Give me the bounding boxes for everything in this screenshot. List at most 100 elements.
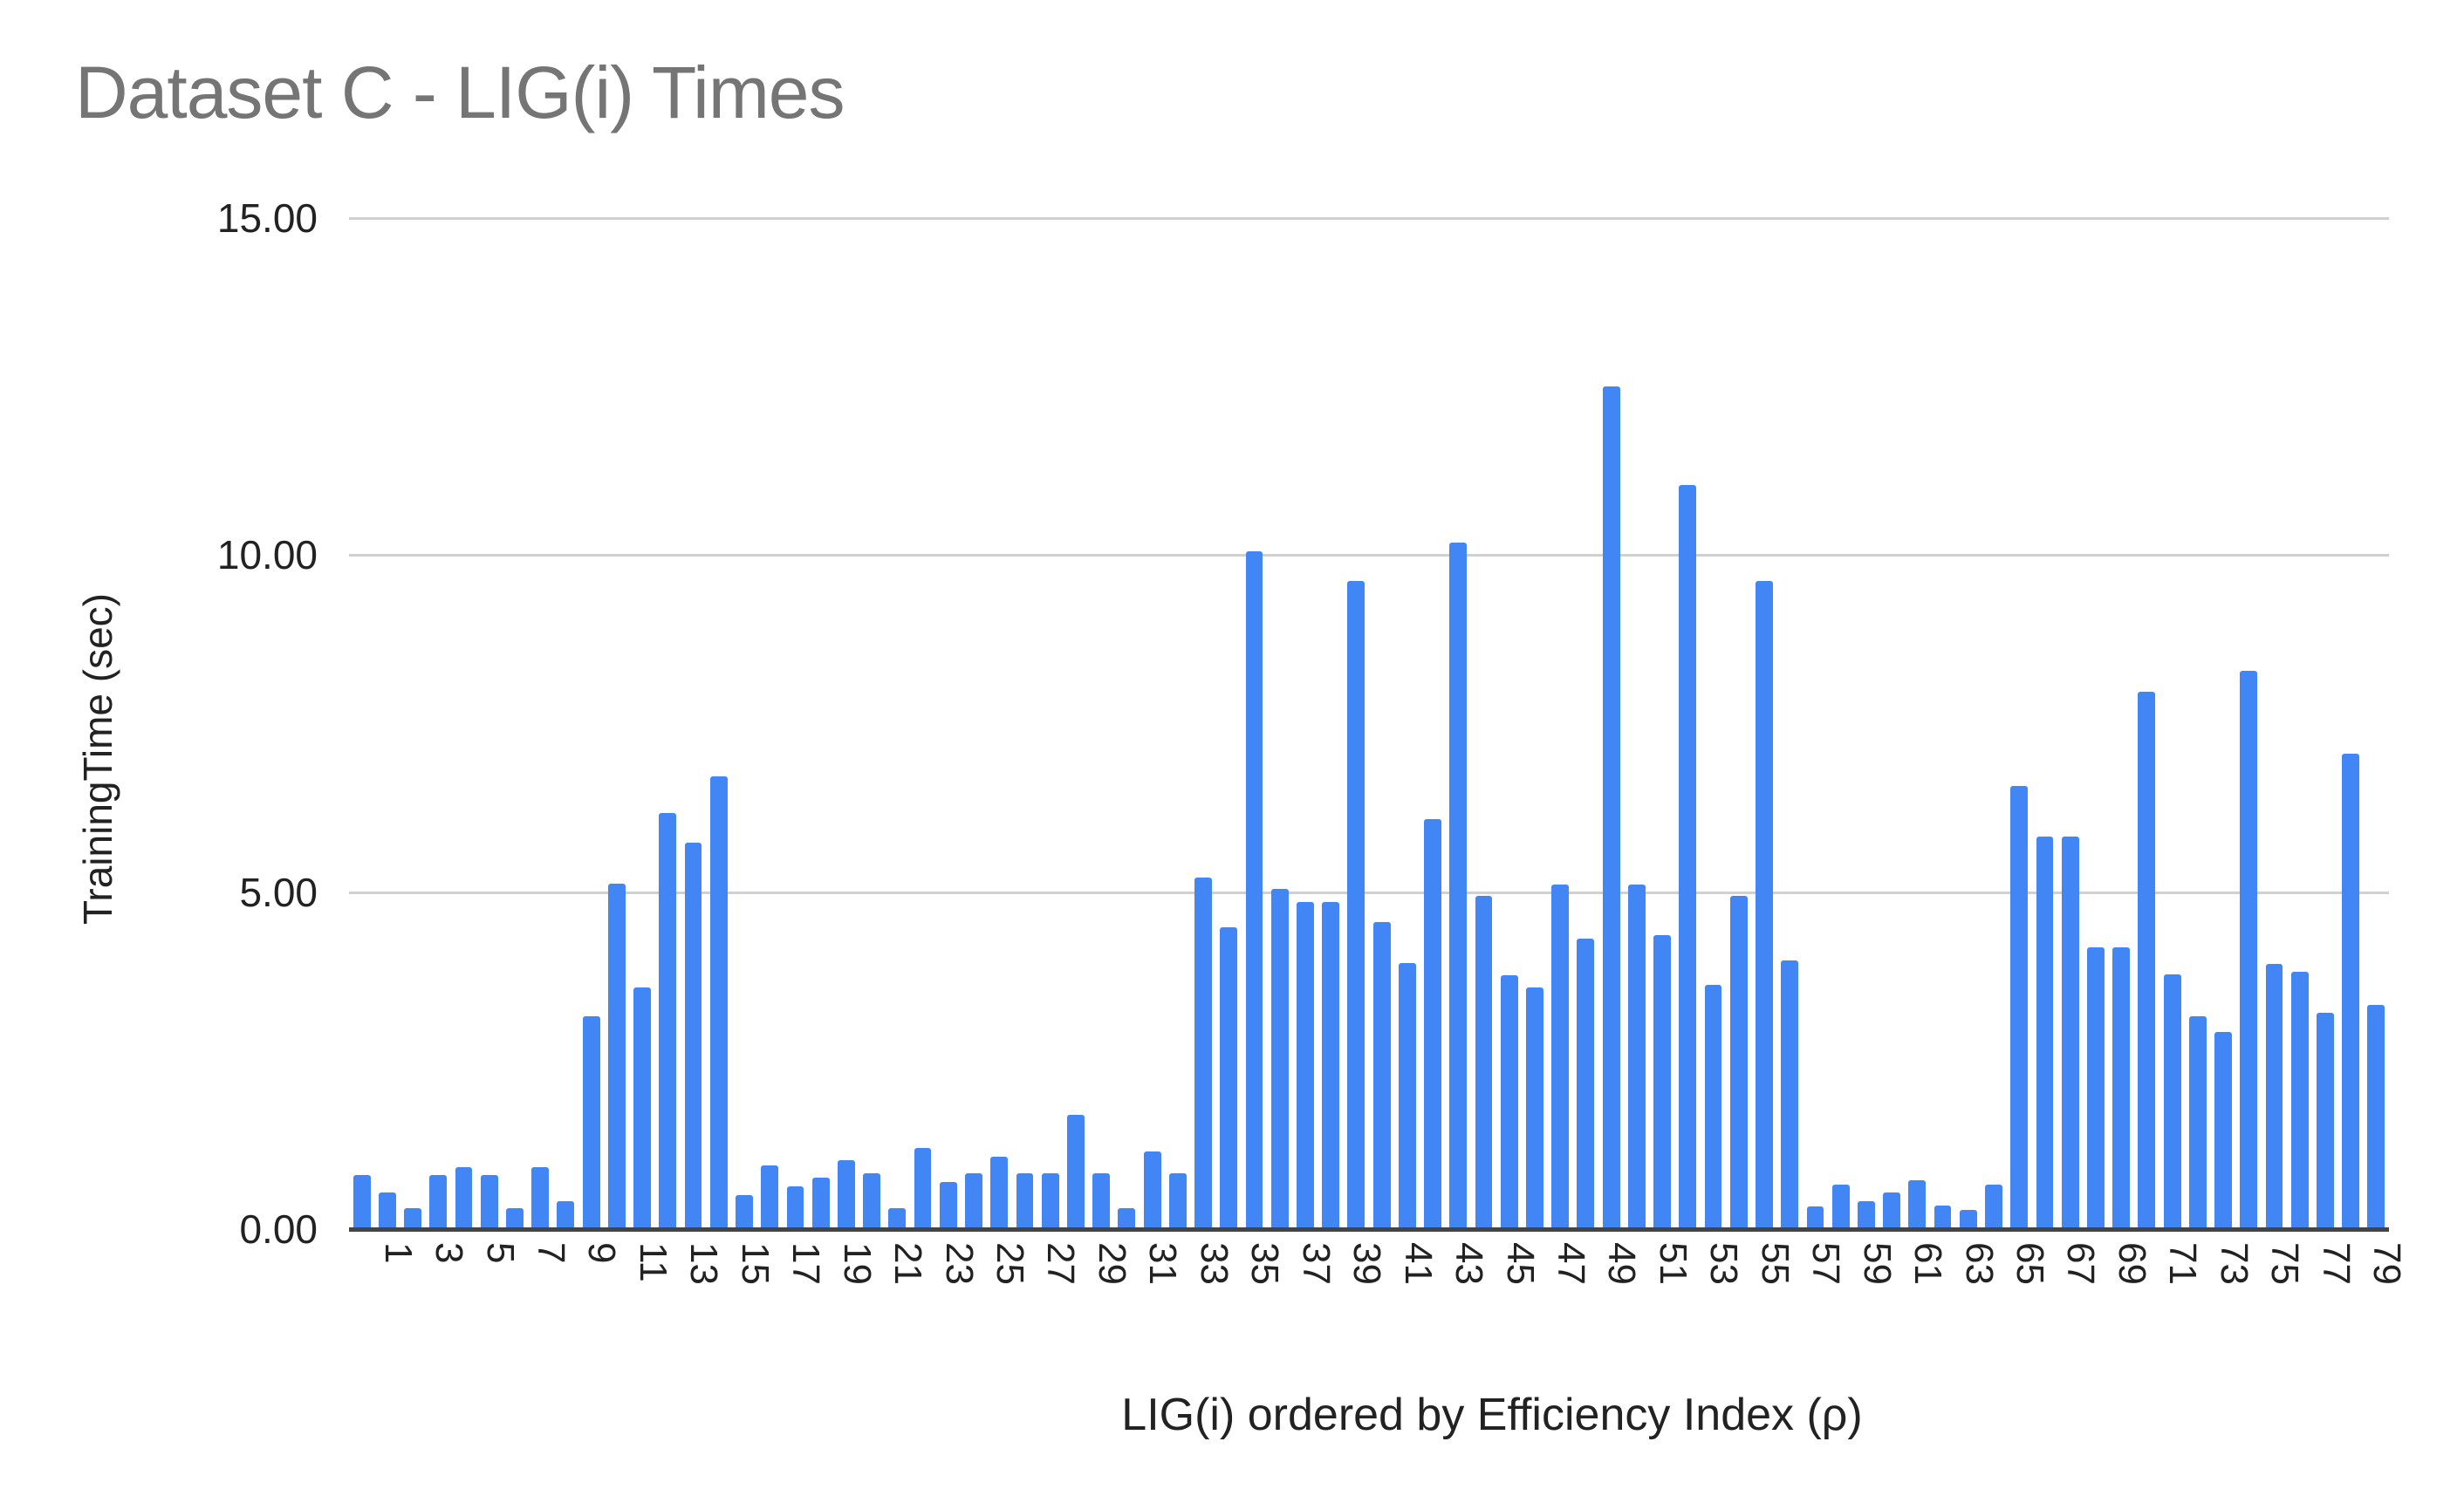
bar bbox=[1372, 922, 1391, 1229]
bar bbox=[1297, 902, 1314, 1229]
x-axis-ticks: 1 3 5 7 9 11 13 15 17 19 21 23 25 27 29 31 33 35 37 39 41 43 4… bbox=[349, 1242, 2409, 1338]
x-tick-label: 59 bbox=[1855, 1242, 1899, 1285]
x-tick-label: 29 bbox=[1090, 1242, 1133, 1285]
bar bbox=[1831, 1185, 1850, 1229]
bar bbox=[2010, 786, 2029, 1229]
x-tick-label: 15 bbox=[733, 1242, 777, 1285]
bar bbox=[1475, 896, 1493, 1229]
bar bbox=[1959, 1209, 1977, 1229]
bar bbox=[761, 1165, 779, 1229]
bar bbox=[888, 1208, 907, 1229]
bar bbox=[2188, 1015, 2207, 1229]
x-tick-label: 21 bbox=[886, 1242, 930, 1285]
bar bbox=[1194, 877, 1212, 1229]
bar bbox=[378, 1192, 396, 1229]
bar bbox=[1118, 1208, 1136, 1229]
x-tick-label: 33 bbox=[1192, 1242, 1235, 1285]
bar bbox=[837, 1160, 855, 1229]
x-tick-label: 3 bbox=[428, 1242, 471, 1264]
bar bbox=[1220, 926, 1238, 1229]
x-tick-label: 51 bbox=[1651, 1242, 1694, 1285]
bar bbox=[1245, 551, 1263, 1229]
bar bbox=[2317, 1012, 2334, 1229]
bar bbox=[1092, 1172, 1111, 1229]
gridline bbox=[349, 554, 2389, 557]
x-tick-label: 37 bbox=[1294, 1242, 1338, 1285]
bar bbox=[914, 1148, 932, 1229]
bar bbox=[2214, 1032, 2232, 1229]
bar bbox=[1322, 902, 1340, 1229]
bar bbox=[1577, 938, 1595, 1229]
chart-title: Dataset C - LIG(i) Times bbox=[75, 51, 845, 133]
bar bbox=[582, 1015, 600, 1229]
x-tick-label: 41 bbox=[1396, 1242, 1440, 1285]
bar bbox=[1449, 543, 1468, 1229]
bar bbox=[2163, 974, 2181, 1229]
bar bbox=[1398, 962, 1416, 1229]
x-tick-label: 19 bbox=[835, 1242, 879, 1285]
bar bbox=[1729, 896, 1748, 1229]
bar bbox=[786, 1186, 804, 1229]
x-tick-label: 53 bbox=[1702, 1242, 1746, 1285]
bar bbox=[2061, 836, 2079, 1229]
bar bbox=[1756, 580, 1773, 1229]
x-tick-label: 77 bbox=[2314, 1242, 2358, 1285]
bar bbox=[1066, 1114, 1085, 1229]
x-tick-label: 57 bbox=[1804, 1242, 1848, 1285]
x-tick-label: 11 bbox=[631, 1242, 674, 1282]
bar bbox=[633, 987, 651, 1229]
bar bbox=[811, 1177, 830, 1229]
bar bbox=[1934, 1205, 1952, 1229]
bar bbox=[531, 1166, 550, 1229]
bar bbox=[2265, 963, 2283, 1229]
bar bbox=[2086, 947, 2105, 1229]
x-tick-label: 23 bbox=[937, 1242, 981, 1285]
bar bbox=[352, 1175, 371, 1229]
bar bbox=[1806, 1206, 1824, 1229]
bar bbox=[939, 1181, 957, 1229]
x-tick-label: 1 bbox=[376, 1242, 420, 1264]
bar bbox=[2112, 947, 2131, 1229]
bar bbox=[736, 1194, 753, 1229]
bar bbox=[990, 1156, 1009, 1229]
bar bbox=[1143, 1151, 1161, 1229]
x-tick-label: 61 bbox=[1906, 1242, 1950, 1285]
x-tick-label: 55 bbox=[1753, 1242, 1797, 1285]
x-tick-label: 13 bbox=[682, 1242, 726, 1285]
bar bbox=[1679, 484, 1697, 1229]
bar bbox=[1883, 1192, 1901, 1229]
y-tick-label: 10.00 bbox=[216, 532, 318, 578]
bar bbox=[965, 1172, 982, 1229]
bar bbox=[404, 1208, 421, 1229]
x-tick-label: 43 bbox=[1448, 1242, 1491, 1285]
x-axis-baseline bbox=[349, 1227, 2389, 1232]
bar bbox=[1704, 984, 1722, 1229]
bar bbox=[1551, 885, 1570, 1229]
bar bbox=[2290, 971, 2309, 1229]
x-tick-label: 79 bbox=[2365, 1242, 2409, 1285]
x-tick-label: 9 bbox=[580, 1242, 624, 1264]
x-tick-label: 67 bbox=[2059, 1242, 2103, 1285]
bar bbox=[607, 884, 626, 1229]
y-tick-label: 15.00 bbox=[216, 195, 318, 241]
bar bbox=[1347, 580, 1365, 1229]
x-tick-label: 27 bbox=[1039, 1242, 1083, 1285]
x-tick-label: 75 bbox=[2263, 1242, 2307, 1285]
bar bbox=[506, 1208, 524, 1229]
y-tick-label: 5.00 bbox=[239, 869, 318, 915]
x-tick-label: 35 bbox=[1243, 1242, 1287, 1285]
gridline bbox=[349, 891, 2389, 894]
gridline bbox=[349, 217, 2389, 220]
x-tick-label: 63 bbox=[1957, 1242, 2001, 1285]
bar bbox=[1424, 819, 1441, 1229]
x-tick-label: 31 bbox=[1141, 1242, 1185, 1285]
bar bbox=[480, 1175, 498, 1229]
bar bbox=[2036, 836, 2054, 1229]
bar bbox=[1526, 987, 1543, 1229]
x-axis-label: LIG(i) ordered by Efficiency Index (ρ) bbox=[1121, 1390, 1863, 1440]
bar bbox=[1781, 960, 1799, 1229]
bar bbox=[709, 775, 728, 1229]
bar bbox=[2240, 671, 2258, 1229]
bar bbox=[1041, 1172, 1059, 1229]
bar-series bbox=[349, 218, 2389, 1229]
